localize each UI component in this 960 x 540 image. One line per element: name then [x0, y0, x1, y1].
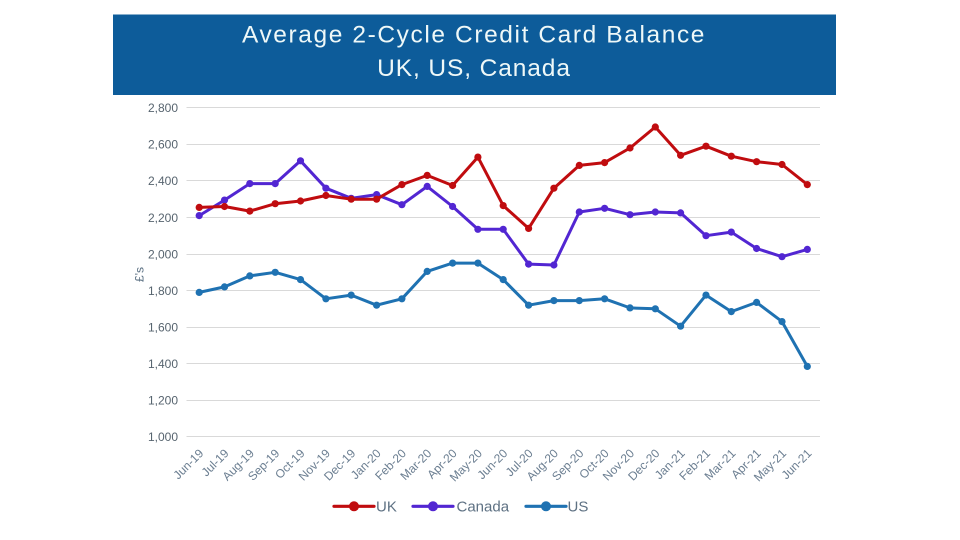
- svg-text:1,800: 1,800: [148, 284, 178, 298]
- svg-text:2,000: 2,000: [148, 247, 178, 261]
- svg-text:Canada: Canada: [457, 498, 510, 515]
- svg-text:2,600: 2,600: [148, 138, 178, 152]
- svg-text:1,600: 1,600: [148, 320, 178, 334]
- svg-text:Average 2-Cycle Credit Card Ba: Average 2-Cycle Credit Card Balance: [242, 22, 706, 49]
- svg-text:2,200: 2,200: [148, 211, 178, 225]
- svg-text:1,400: 1,400: [148, 357, 178, 371]
- svg-text:US: US: [568, 498, 589, 515]
- svg-text:1,200: 1,200: [148, 394, 178, 408]
- svg-text:2,400: 2,400: [148, 174, 178, 188]
- svg-text:UK: UK: [376, 498, 397, 515]
- svg-text:UK, US, Canada: UK, US, Canada: [377, 55, 571, 82]
- svg-text:1,000: 1,000: [148, 430, 178, 444]
- svg-text:£'s: £'s: [133, 267, 147, 282]
- svg-text:2,800: 2,800: [148, 101, 178, 115]
